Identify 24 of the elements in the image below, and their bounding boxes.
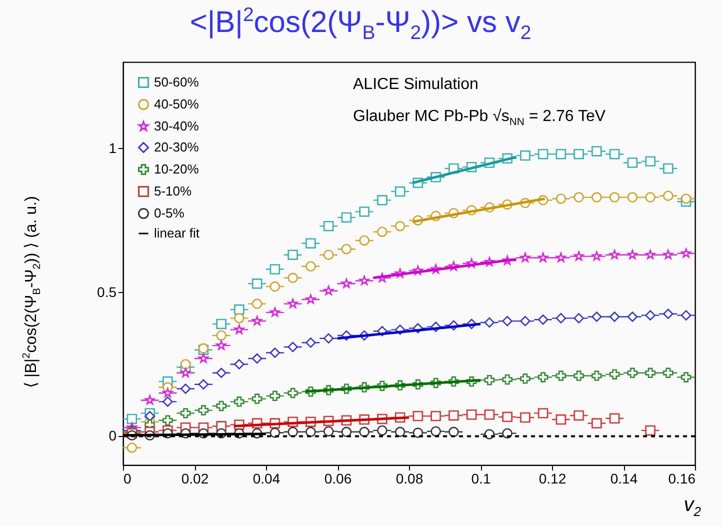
legend-label: 10-20%: [154, 162, 200, 176]
legend-label: 50-60%: [154, 74, 200, 90]
legend-label: 5-10%: [154, 184, 192, 198]
annotation: Glauber MC Pb-Pb √s$_{NN}$ = 2.76 TeV: [353, 108, 606, 128]
annotation: ALICE Simulation: [353, 76, 478, 94]
chart-title: <|B|$^{2}$cos(2(Ψ$_{B}$-Ψ$_{2}$))> vs v$_{2}$: [188, 4, 532, 45]
y-tick-label: 1: [108, 140, 117, 156]
x-axis-title: v$_{2}$: [684, 494, 701, 519]
x-tick-label: 0.1: [471, 470, 491, 486]
x-tick-label: 0.16: [668, 470, 696, 486]
x-tick-label: 0.12: [538, 470, 566, 486]
legend-label: 20-30%: [154, 140, 200, 154]
x-tick-label: 0.14: [610, 470, 638, 486]
x-tick-label: 0.04: [252, 470, 280, 486]
x-tick-label: 0: [124, 470, 132, 486]
x-tick-label: 0.06: [324, 470, 352, 486]
x-tick-label: 0.02: [181, 470, 209, 486]
legend-label: 40-50%: [154, 96, 200, 112]
legend-label: linear fit: [154, 226, 200, 240]
y-tick-label: 0: [108, 428, 117, 444]
y-tick-label: 0.5: [97, 284, 117, 300]
legend-label: 30-40%: [154, 118, 200, 134]
x-tick-label: 0.08: [396, 470, 424, 486]
legend-label: 0-5%: [154, 206, 185, 220]
